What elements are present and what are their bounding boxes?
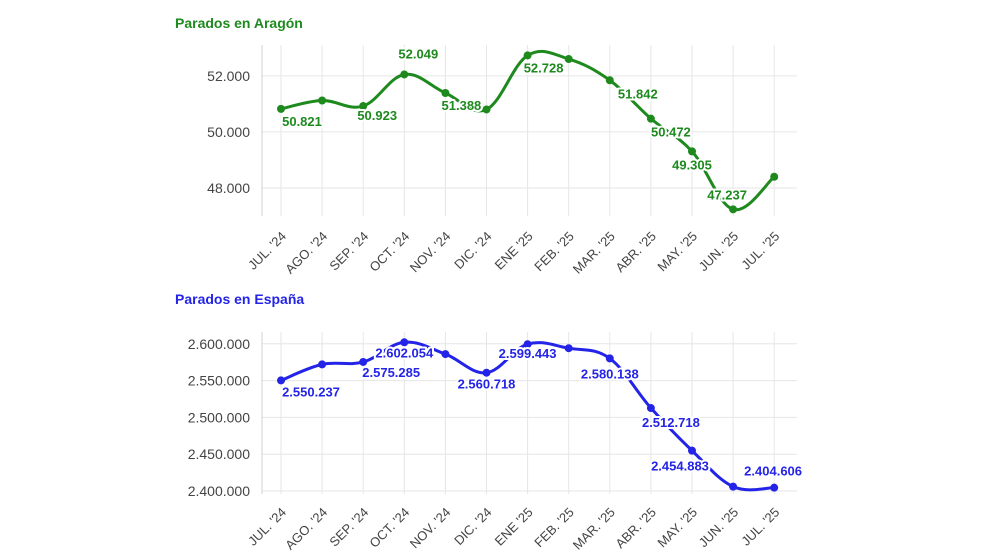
data-label-halo: 47.237 — [707, 187, 747, 202]
x-tick-label: ABR. '25 — [612, 229, 659, 276]
data-point — [688, 147, 696, 156]
y-tick-label: 52.000 — [207, 68, 250, 84]
y-tick-label: 2.550.000 — [188, 373, 250, 389]
data-point — [564, 55, 573, 64]
y-tick-label: 2.450.000 — [188, 446, 250, 462]
data-point — [400, 70, 409, 79]
data-label: 51.388 — [442, 98, 482, 113]
data-label: 2.575.285 — [362, 365, 420, 380]
x-tick-label: OCT. '24 — [366, 229, 412, 275]
data-point — [688, 446, 696, 455]
data-label: 50.472 — [651, 125, 691, 140]
x-tick-label: ENE '25 — [492, 229, 536, 273]
y-tick-label: 48.000 — [207, 180, 250, 196]
x-tick-label: AGO. '24 — [282, 505, 330, 553]
data-point — [729, 482, 738, 491]
data-point — [359, 102, 368, 111]
data-point — [646, 114, 655, 123]
data-point — [441, 88, 450, 97]
data-point — [400, 338, 409, 347]
data-point — [605, 354, 614, 363]
data-point — [482, 105, 491, 114]
data-label: 50.821 — [282, 114, 322, 129]
data-label-halo: 51.388 — [442, 98, 482, 113]
data-label-halo: 2.560.718 — [458, 377, 516, 392]
data-label-halo: 50.821 — [282, 114, 322, 129]
y-tick-label: 2.500.000 — [188, 409, 250, 425]
data-label-halo: 2.454.883 — [651, 459, 709, 474]
x-tick-label: MAR. '25 — [570, 229, 618, 277]
data-point — [770, 172, 779, 181]
data-point — [523, 51, 532, 60]
data-point — [646, 404, 655, 413]
data-label: 52.049 — [398, 46, 438, 61]
data-point — [729, 205, 738, 214]
data-label-halo: 2.404.606 — [744, 464, 802, 479]
data-label-halo: 50.923 — [357, 108, 397, 123]
data-label: 2.602.054 — [375, 345, 434, 360]
x-tick-label: JUL. '25 — [738, 505, 782, 549]
data-label-halo: 2.550.237 — [282, 384, 340, 399]
data-label-halo: 2.575.285 — [362, 365, 420, 380]
x-tick-label: SEP. '24 — [326, 505, 371, 550]
data-point — [359, 357, 368, 366]
data-point — [277, 104, 285, 113]
data-point — [482, 368, 491, 377]
data-label-halo: 49.305 — [672, 157, 712, 172]
chart-title-aragon: Parados en Aragón — [175, 15, 303, 31]
x-tick-label: JUN. '25 — [696, 505, 742, 551]
x-tick-label: MAY. '25 — [654, 505, 700, 551]
data-label-halo: 52.728 — [524, 60, 564, 75]
data-label-halo: 50.472 — [651, 125, 691, 140]
data-label: 49.305 — [672, 157, 712, 172]
x-tick-label: NOV. '24 — [407, 505, 454, 552]
data-label: 50.923 — [357, 108, 397, 123]
data-point — [441, 350, 450, 359]
x-tick-label: SEP. '24 — [326, 229, 371, 274]
x-tick-label: ABR. '25 — [612, 505, 659, 552]
x-tick-label: MAY. '25 — [654, 229, 700, 275]
x-tick-label: AGO. '24 — [282, 229, 330, 277]
x-tick-label: OCT. '24 — [366, 505, 412, 551]
data-point — [770, 483, 779, 492]
data-label: 2.404.606 — [744, 464, 802, 479]
chart-espana: 2.400.000 2.450.000 2.500.000 2.550.000 2.60… — [188, 332, 804, 553]
data-label: 51.842 — [618, 86, 658, 101]
data-label-halo: 51.842 — [618, 86, 658, 101]
y-tick-label: 2.600.000 — [188, 336, 250, 352]
chart-title-espana: Parados en España — [175, 291, 305, 307]
data-label-halo: 52.049 — [398, 46, 438, 61]
data-label: 2.560.718 — [458, 377, 516, 392]
x-tick-label: NOV. '24 — [407, 229, 454, 276]
data-label: 2.550.237 — [282, 384, 340, 399]
data-label: 2.512.718 — [642, 415, 700, 430]
data-label-halo: 2.580.138 — [581, 366, 639, 381]
data-point — [318, 96, 327, 105]
data-label-halo: 2.512.718 — [642, 415, 700, 430]
data-point — [523, 340, 532, 349]
x-tick-label: DIC. '24 — [451, 505, 495, 549]
data-label: 47.237 — [707, 187, 747, 202]
data-label-halo: 2.599.443 — [499, 346, 557, 361]
data-label: 2.454.883 — [651, 459, 709, 474]
x-tick-label: DIC. '24 — [451, 229, 495, 273]
y-tick-label: 50.000 — [207, 124, 250, 140]
data-point — [605, 76, 614, 85]
data-label: 2.599.443 — [499, 346, 557, 361]
y-tick-label: 2.400.000 — [188, 483, 250, 499]
x-tick-label: MAR. '25 — [570, 505, 618, 553]
x-tick-label: ENE '25 — [492, 505, 536, 549]
data-label: 2.580.138 — [581, 366, 639, 381]
data-label-halo: 2.602.054 — [375, 345, 434, 360]
x-tick-label: JUL. '25 — [738, 229, 782, 273]
data-label: 52.728 — [524, 60, 564, 75]
data-point — [277, 376, 285, 385]
data-point — [318, 360, 327, 369]
x-tick-label: JUN. '25 — [696, 229, 742, 275]
data-point — [564, 344, 573, 353]
